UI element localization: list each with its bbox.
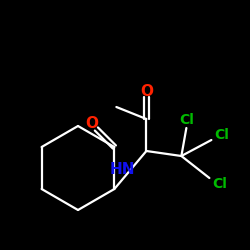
Text: O: O xyxy=(85,116,98,132)
Text: Cl: Cl xyxy=(212,177,227,191)
Text: O: O xyxy=(140,84,153,98)
Text: Cl: Cl xyxy=(214,128,229,142)
Text: HN: HN xyxy=(110,162,135,178)
Text: Cl: Cl xyxy=(179,113,194,127)
